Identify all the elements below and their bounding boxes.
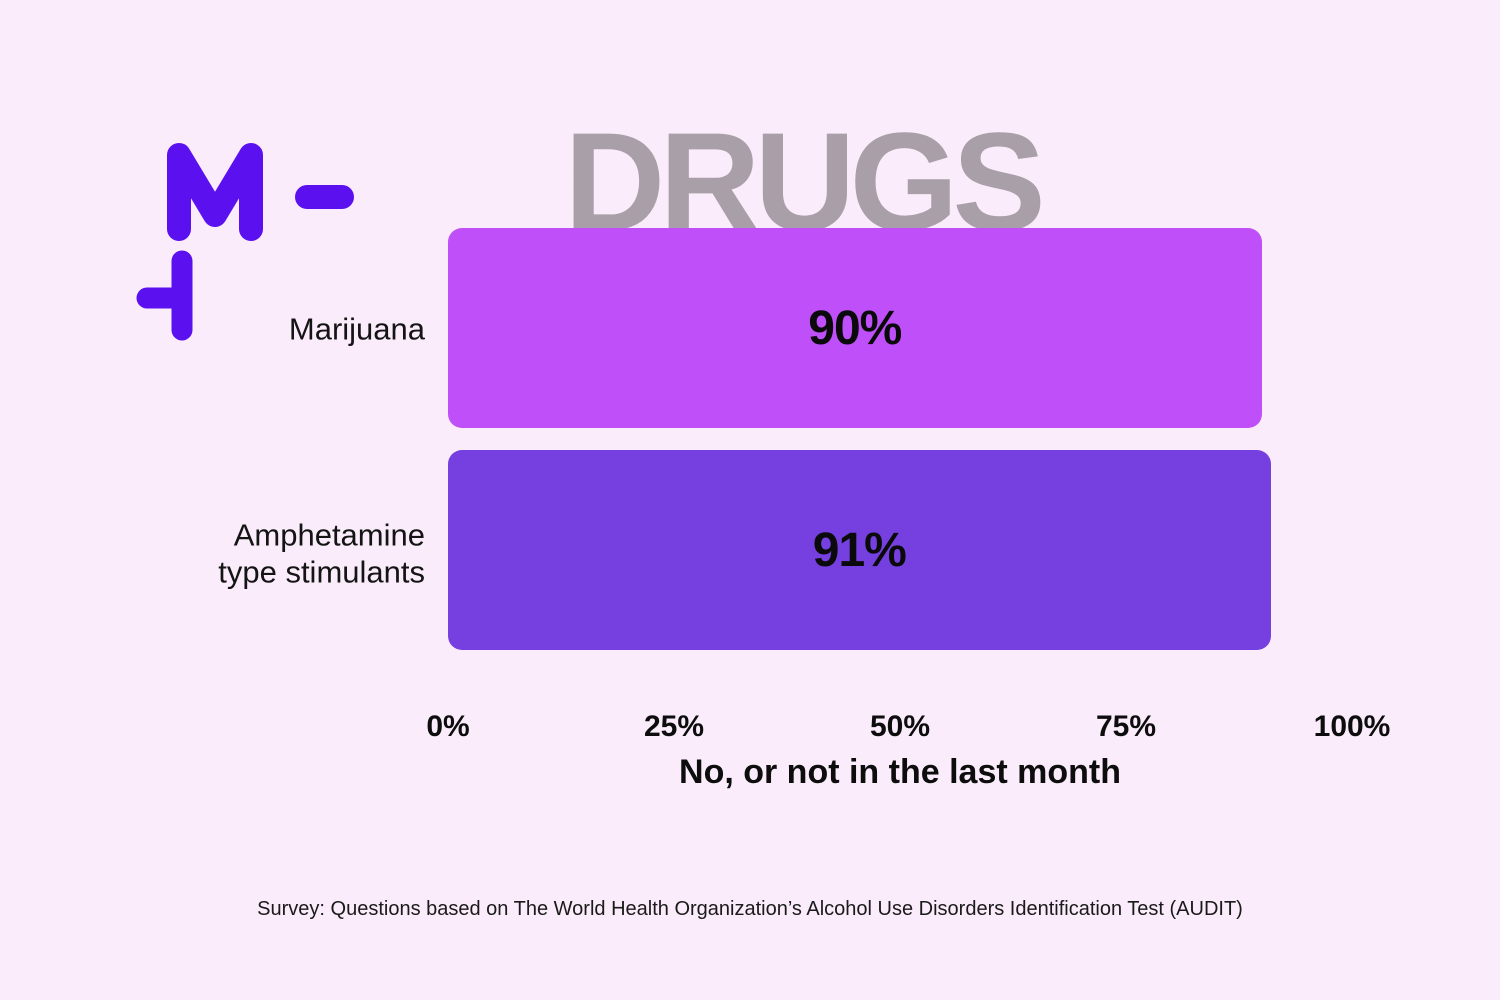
x-tick-50: 50% xyxy=(869,710,931,743)
source-footnote: Survey: Questions based on The World Hea… xyxy=(257,898,1243,920)
x-tick-100: 100% xyxy=(1313,710,1391,743)
bar-amphetamine: 91% xyxy=(448,450,1271,650)
bar-value-marijuana: 90% xyxy=(808,301,902,355)
logo-m-stroke xyxy=(167,143,263,241)
x-tick-25: 25% xyxy=(643,710,705,743)
bar-marijuana: 90% xyxy=(448,228,1262,428)
category-label-amphetamine: Amphetamine type stimulants xyxy=(218,517,425,589)
x-tick-75: 75% xyxy=(1095,710,1157,743)
bar-value-amphetamine: 91% xyxy=(812,523,907,577)
brand-logo-icon xyxy=(136,143,354,341)
x-tick-0: 0% xyxy=(426,710,470,743)
x-axis-label: No, or not in the last month xyxy=(679,753,1121,791)
category-label-marijuana: Marijuana xyxy=(288,311,425,347)
